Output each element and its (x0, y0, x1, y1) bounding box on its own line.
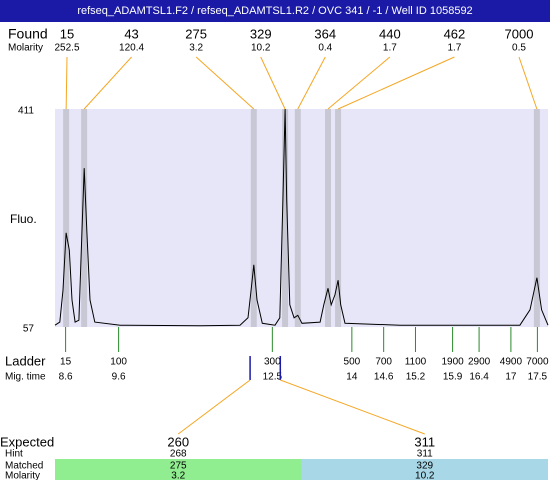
found-connector (297, 56, 326, 110)
peak-band (81, 109, 88, 327)
y-axis-label: Fluo. (10, 212, 37, 226)
found-size: 7000 (505, 26, 534, 41)
ladder-size: 700 (375, 357, 392, 368)
expected-size: 311 (414, 434, 435, 449)
found-molarity: 120.4 (119, 43, 144, 54)
found-connector (195, 56, 255, 110)
found-connector (518, 56, 538, 110)
found-molarity: 10.2 (251, 43, 271, 54)
matched-label: Matched (5, 461, 43, 472)
ladder-time: 8.6 (59, 372, 73, 383)
found-connector (260, 56, 286, 110)
ladder-size: 100 (110, 357, 127, 368)
found-size: 329 (250, 26, 272, 41)
found-size: 275 (185, 26, 207, 41)
peak-band (63, 109, 70, 327)
ladder-time: 9.6 (112, 372, 126, 383)
ladder-size: 1100 (405, 357, 427, 368)
plot-area (55, 109, 548, 327)
matched-value: 275 (170, 461, 187, 472)
ladder-time: 12.5 (263, 372, 283, 383)
hint-value: 268 (170, 449, 187, 460)
found-connector (327, 56, 391, 110)
peak-band (250, 109, 257, 327)
found-size: 440 (379, 26, 401, 41)
found-molarity: 0.4 (318, 43, 332, 54)
ladder-time: 15.9 (443, 372, 463, 383)
ladder-time: 14.6 (374, 372, 394, 383)
molarity-value: 10.2 (415, 471, 435, 480)
found-size: 43 (124, 26, 138, 41)
ladder-size: 4900 (500, 357, 523, 368)
ladder-size: 2900 (468, 357, 491, 368)
peak-band (294, 109, 301, 327)
found-connector (337, 56, 455, 110)
ladder-time: 15.2 (406, 372, 426, 383)
molarity-value: 3.2 (171, 471, 185, 480)
trace (54, 108, 549, 327)
ladder-time: 16.4 (469, 372, 489, 383)
found-size: 462 (444, 26, 466, 41)
found-label: Found (8, 26, 48, 42)
expected-label: Expected (0, 434, 54, 449)
found-size: 364 (314, 26, 336, 41)
matched-value: 329 (416, 461, 433, 472)
found-molarity: 252.5 (54, 43, 79, 54)
expected-connector (177, 379, 251, 435)
expected-connector (280, 379, 425, 435)
ladder-time: 17 (505, 372, 517, 383)
ladder-size: 1900 (441, 357, 464, 368)
ladder-time: 14 (346, 372, 358, 383)
found-molarity: 1.7 (383, 43, 397, 54)
molarity-row-label: Molarity (5, 471, 40, 480)
header-bar (0, 0, 550, 22)
found-connector (65, 56, 68, 110)
found-connector (83, 56, 132, 110)
y-tick-label: 57 (23, 324, 35, 335)
expected-band (301, 459, 548, 480)
ladder-time: 17.5 (528, 372, 548, 383)
ladder-size: 300 (264, 357, 281, 368)
peak-band (282, 109, 289, 327)
mig-time-label: Mig. time (5, 372, 46, 383)
ladder-label: Ladder (5, 353, 46, 368)
ladder-size: 15 (60, 357, 72, 368)
ladder-size: 500 (344, 357, 361, 368)
peak-band (325, 109, 332, 327)
hint-value: 311 (417, 449, 433, 460)
hint-label: Hint (5, 449, 23, 460)
found-molarity: 1.7 (447, 43, 461, 54)
found-molarity: 3.2 (189, 43, 203, 54)
ladder-size: 7000 (526, 357, 549, 368)
found-molarity: 0.5 (512, 43, 526, 54)
peak-band (533, 109, 540, 327)
peak-band (335, 109, 342, 327)
expected-size: 260 (167, 434, 189, 449)
found-size: 15 (60, 26, 74, 41)
molarity-label: Molarity (8, 43, 43, 54)
y-tick-label: 411 (18, 106, 34, 117)
title: refseq_ADAMTSL1.F2 / refseq_ADAMTSL1.R2 … (77, 5, 472, 17)
expected-band (55, 459, 302, 480)
